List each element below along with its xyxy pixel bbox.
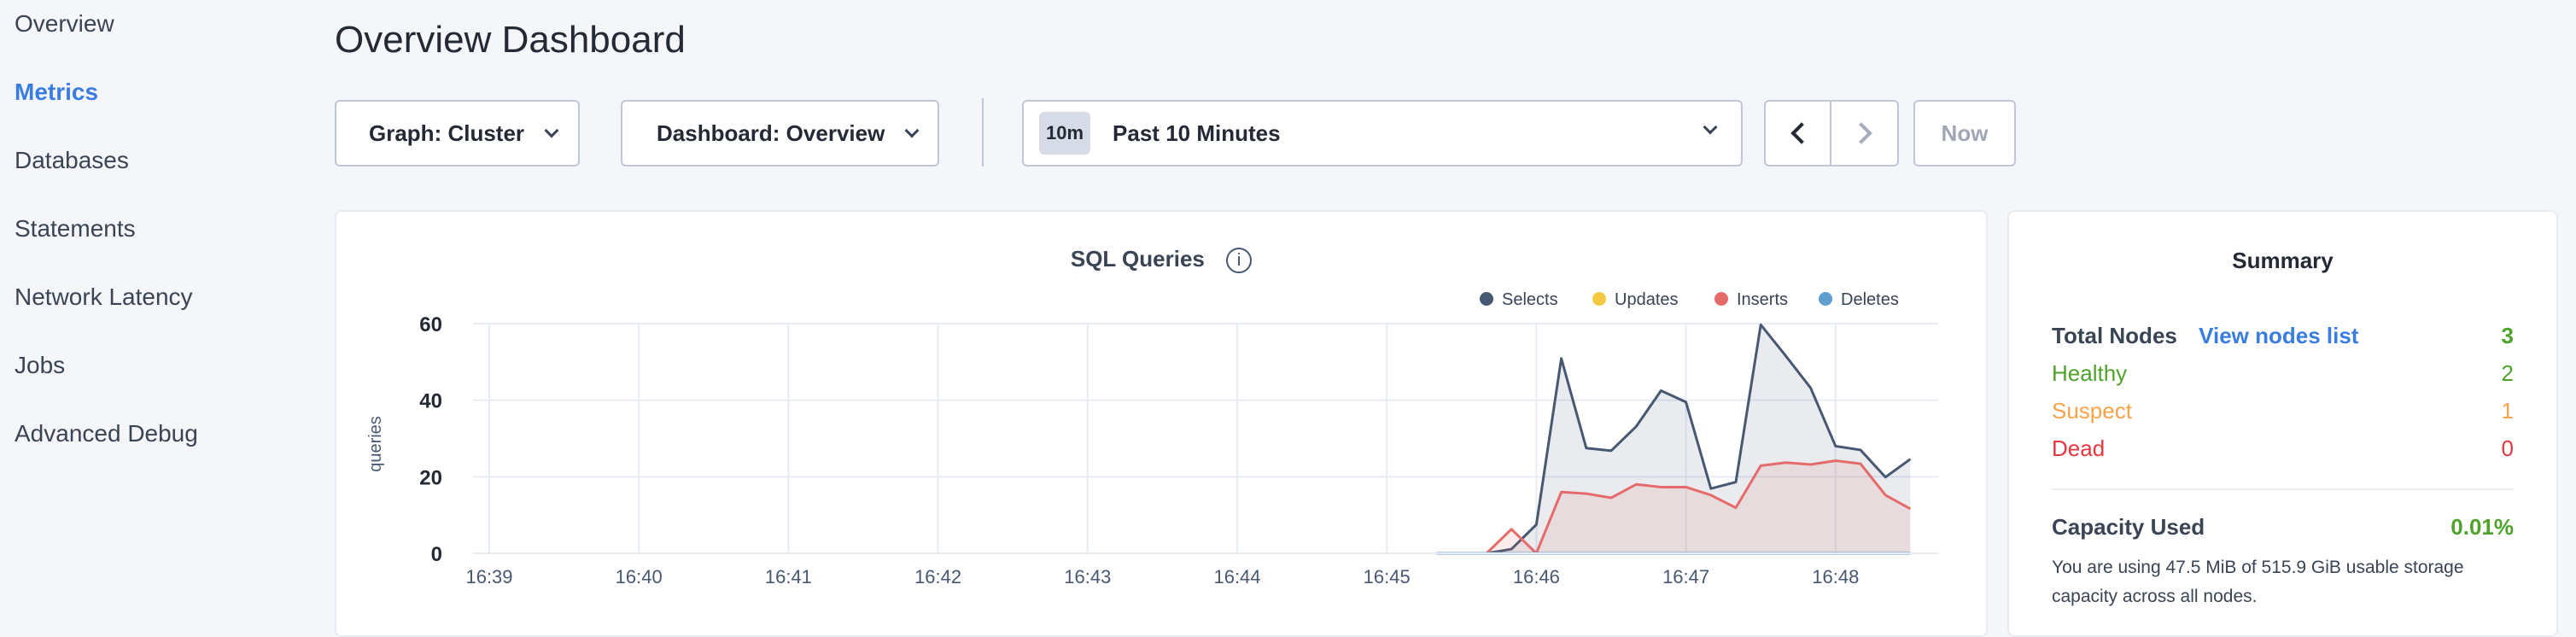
series-area-inserts xyxy=(1436,460,1911,553)
y-tick-label: 0 xyxy=(431,543,442,566)
legend-label-deletes: Deletes xyxy=(1841,290,1899,309)
suspect-row: Suspect 1 xyxy=(2052,398,2514,424)
y-tick-label: 60 xyxy=(419,313,442,336)
legend-dot-updates xyxy=(1592,292,1606,306)
healthy-label: Healthy xyxy=(2052,360,2128,386)
capacity-value: 0.01% xyxy=(2450,514,2514,540)
page-title: Overview Dashboard xyxy=(335,19,686,61)
x-tick-label: 16:42 xyxy=(914,566,961,587)
legend-dot-selects xyxy=(1480,292,1493,306)
y-axis-label: queries xyxy=(366,416,385,472)
legend-label-updates: Updates xyxy=(1615,290,1679,309)
x-tick-label: 16:41 xyxy=(765,566,812,587)
sql-queries-chart: 0 20 40 60 16:39 16:40 16:41 16:42 16:43 16:44 16:… xyxy=(366,290,1938,587)
legend-label-selects: Selects xyxy=(1502,290,1558,309)
time-range-select[interactable]: 10m Past 10 Minutes xyxy=(1022,100,1743,167)
summary-title: Summary xyxy=(2232,248,2334,273)
dashboard-select[interactable]: Dashboard: Overview xyxy=(621,100,939,167)
total-nodes-label: Total Nodes xyxy=(2052,323,2177,348)
suspect-label: Suspect xyxy=(2052,398,2132,424)
sidebar-item-jobs[interactable]: Jobs xyxy=(15,352,66,378)
sql-queries-chart-card: SQL Queries i xyxy=(335,210,1988,637)
graph-select[interactable]: Graph: Cluster xyxy=(335,100,580,167)
dead-label: Dead xyxy=(2052,435,2106,461)
x-tick-label: 16:43 xyxy=(1064,566,1111,587)
legend-dot-inserts xyxy=(1714,292,1728,306)
dead-row: Dead 0 xyxy=(2052,435,2514,462)
series-line-selects xyxy=(1436,323,1912,555)
dead-value: 0 xyxy=(2501,435,2514,461)
time-range-label: Past 10 Minutes xyxy=(1113,120,1281,146)
summary-card: Summary Total Nodes View nodes list 3 He… xyxy=(2007,210,2558,637)
y-tick-label: 20 xyxy=(419,466,442,489)
y-tick-label: 40 xyxy=(419,390,442,413)
healthy-value: 2 xyxy=(2501,360,2514,386)
x-tick-label: 16:45 xyxy=(1364,566,1411,587)
dashboard-select-label: Dashboard: Overview xyxy=(657,120,885,146)
x-tick-label: 16:47 xyxy=(1662,566,1709,587)
sidebar-item-network-latency[interactable]: Network Latency xyxy=(15,283,193,310)
info-icon[interactable]: i xyxy=(1226,248,1253,274)
suspect-value: 1 xyxy=(2501,398,2514,424)
series-line-inserts xyxy=(1436,459,1912,555)
healthy-row: Healthy 2 xyxy=(2052,360,2514,387)
time-range-badge: 10m xyxy=(1039,112,1091,155)
sidebar-item-statements[interactable]: Statements xyxy=(15,215,136,242)
previous-time-button[interactable] xyxy=(1764,100,1831,167)
x-tick-label: 16:40 xyxy=(616,566,663,587)
sidebar-item-databases[interactable]: Databases xyxy=(15,147,129,173)
x-tick-label: 16:48 xyxy=(1812,566,1859,587)
sidebar-item-advanced-debug[interactable]: Advanced Debug xyxy=(15,420,198,447)
total-nodes-value: 3 xyxy=(2501,323,2514,348)
sidebar-item-overview[interactable]: Overview xyxy=(15,10,114,37)
graph-select-label: Graph: Cluster xyxy=(369,120,525,146)
x-tick-label: 16:46 xyxy=(1513,566,1560,587)
chart-title: SQL Queries xyxy=(1070,246,1205,272)
legend-label-inserts: Inserts xyxy=(1737,290,1788,309)
next-time-button[interactable] xyxy=(1830,100,1899,167)
sidebar-item-metrics[interactable]: Metrics xyxy=(15,79,99,105)
legend-dot-deletes xyxy=(1819,292,1832,306)
now-button[interactable]: Now xyxy=(1913,100,2016,167)
toolbar-divider xyxy=(982,98,984,167)
total-nodes-row: Total Nodes View nodes list 3 xyxy=(2052,323,2514,349)
summary-divider xyxy=(2052,488,2514,490)
capacity-row: Capacity Used 0.01% xyxy=(2052,514,2514,541)
capacity-description: You are using 47.5 MiB of 515.9 GiB usab… xyxy=(2052,558,2464,606)
chart-title-row: SQL Queries i xyxy=(336,246,1986,274)
capacity-label: Capacity Used xyxy=(2052,514,2205,540)
series-area-selects xyxy=(1436,324,1911,553)
view-nodes-list-link[interactable]: View nodes list xyxy=(2199,323,2359,348)
x-tick-label: 16:39 xyxy=(465,566,512,587)
x-tick-label: 16:44 xyxy=(1213,566,1260,587)
